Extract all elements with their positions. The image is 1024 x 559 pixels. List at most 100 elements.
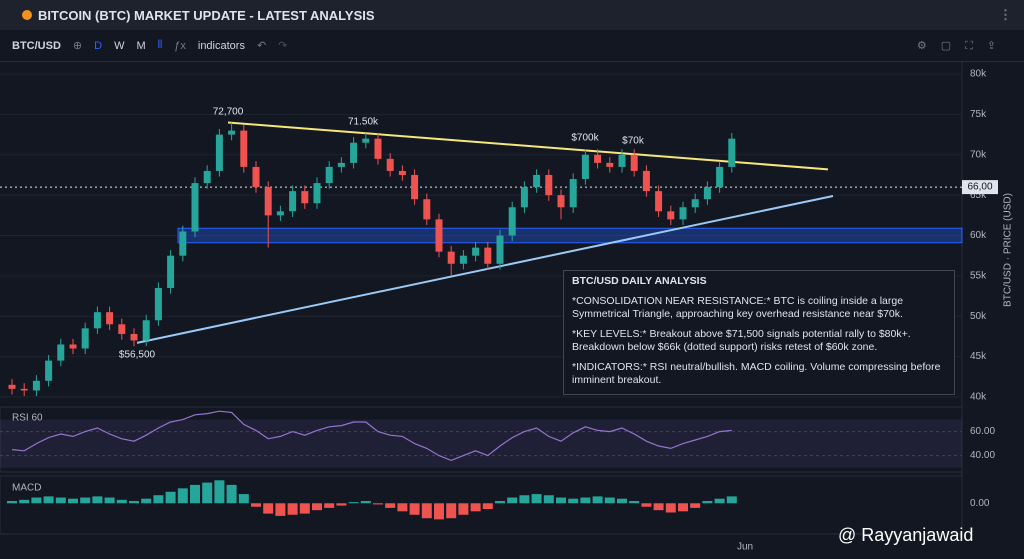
candle-body [374,138,382,159]
macd-bar [19,499,30,504]
candle-body [313,183,321,204]
candle-body [667,211,675,220]
macd-bar [31,497,42,504]
macd-bar [336,503,347,506]
macd-bar [348,502,359,504]
candle-body [508,207,516,236]
candle-body [45,360,53,381]
analysis-box: BTC/USD DAILY ANALYSIS *CONSOLIDATION NE… [563,270,955,395]
resistance-line [227,121,829,171]
candle-body [630,154,638,171]
y-tick-label: 65k [970,190,987,201]
macd-bar [360,500,371,504]
macd-bar [641,503,652,507]
macd-bar [214,480,225,504]
macd-bar [409,503,420,515]
macd-bar [446,503,457,519]
interval[interactable]: D [94,39,103,52]
undo[interactable]: ↶ [256,40,267,52]
chart-type[interactable]: ⫴ [157,39,163,51]
candle-body [118,324,126,334]
candle-body [191,183,199,232]
candle-body [93,312,101,329]
y-tick-label: 75k [970,109,987,120]
macd-bar [190,484,200,504]
candle-body [520,187,528,208]
candle-body [533,174,541,188]
analysis-text: *INDICATORS:* RSI neutral/bullish. MACD … [572,361,941,386]
y-tick-label: 80k [970,69,987,80]
interval[interactable]: M [136,39,146,52]
macd-bar [202,482,213,504]
macd-panel [0,475,963,535]
candle-body [411,174,419,200]
annotation: $70k [622,136,645,147]
y-tick-label: 55k [970,271,987,282]
symbol[interactable]: BTC/USD [12,39,61,52]
candle-body [8,384,16,389]
macd-bar [702,500,713,504]
candle-body [398,170,406,175]
macd-bar [653,503,664,511]
macd-bar [116,499,127,504]
candle-body [447,251,455,264]
candle-body [154,287,162,321]
y-tick-label: 50k [970,311,987,322]
y-tick-label: 70k [970,149,987,160]
macd-bar [604,497,615,504]
macd-bar [373,503,383,505]
macd-bar [251,503,261,507]
macd-bar [678,503,688,512]
macd-bar [177,488,188,504]
macd-bar [226,484,237,504]
macd-bar [324,503,335,508]
rsi-panel [0,406,963,473]
candle-body [301,191,309,204]
toolbar: BTC/USD ⊕ D W M ⫴ ƒx indicators ↶ ↷ ⚙▢⛶⇪ [0,30,1024,62]
annotation: 72,700 [213,107,244,118]
candle-body [337,162,345,167]
macd-bar [104,497,115,504]
analysis-text: *KEY LEVELS:* Breakout above $71,500 sig… [572,328,911,353]
y-tick-label: 45k [970,351,987,362]
macd-bar [238,494,249,504]
candle-body [691,199,699,208]
fx-icon: ƒx [174,39,186,52]
support-line [136,194,834,344]
add-button[interactable]: ⊕ [72,40,83,52]
candle-body [240,130,248,167]
support-zone [177,227,963,244]
candle-body [32,380,40,391]
candle-body [557,195,565,208]
candle-body [167,255,175,288]
candle-body [362,138,370,143]
rsi-title: RSI 60 [12,413,43,424]
macd-bar [714,498,725,504]
indicators-button[interactable]: indicators [197,39,245,52]
analysis-title: BTC/USD DAILY ANALYSIS [572,275,707,287]
macd-bar [617,498,627,504]
macd-bar [568,498,579,504]
macd-bar [726,496,737,504]
annotation: 71.50k [348,117,379,128]
candle-body [728,138,736,167]
btc-icon [22,10,32,20]
candle-body [423,199,431,220]
candle-body [179,231,187,256]
candle-body [472,247,480,256]
menu-dots[interactable]: ⋮ [999,7,1012,22]
interval[interactable]: W [114,39,125,52]
candle-body [594,154,602,163]
macd-bar [543,495,554,504]
macd-bar [421,503,432,519]
annotation: $700k [571,133,599,144]
redo[interactable]: ↷ [278,40,288,52]
analysis-text: *CONSOLIDATION NEAR RESISTANCE:* BTC is … [572,295,904,320]
candle-body [655,191,663,212]
chart-controls[interactable]: ⚙▢⛶⇪ [916,39,1010,52]
candle-body [106,312,114,325]
candle-body [69,344,77,349]
macd-bar [434,503,444,520]
